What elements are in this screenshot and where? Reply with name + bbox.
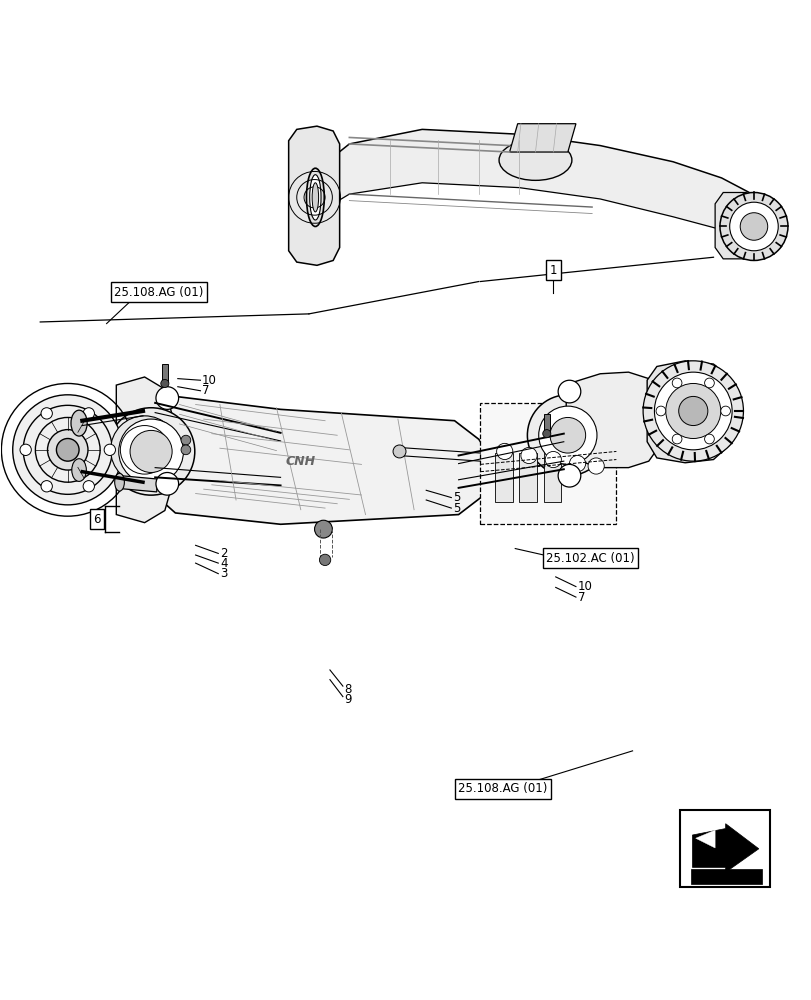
Polygon shape [565,372,658,468]
Circle shape [719,192,787,260]
Circle shape [41,481,52,492]
Circle shape [314,520,332,538]
Circle shape [740,213,766,240]
Circle shape [544,451,560,468]
Circle shape [655,406,665,416]
Ellipse shape [309,175,320,220]
Circle shape [13,395,122,505]
Ellipse shape [71,459,86,481]
Circle shape [104,444,115,455]
Text: 7: 7 [202,384,209,397]
Circle shape [557,464,580,487]
Bar [679,810,769,887]
Circle shape [704,378,714,388]
Ellipse shape [499,140,571,180]
Circle shape [557,380,580,403]
Circle shape [526,395,607,476]
Bar [543,453,560,502]
Circle shape [569,455,585,472]
Circle shape [538,406,596,464]
Circle shape [496,443,513,460]
Polygon shape [308,129,761,253]
Bar [519,453,536,502]
Circle shape [665,383,720,438]
Circle shape [161,379,169,388]
Circle shape [110,416,178,484]
Circle shape [156,387,178,409]
Ellipse shape [114,473,124,491]
Bar [495,453,513,502]
Polygon shape [288,126,339,265]
Bar [480,403,616,524]
Polygon shape [714,192,767,259]
Circle shape [181,445,191,455]
Circle shape [181,435,191,445]
Circle shape [83,408,94,419]
Text: 8: 8 [344,683,351,696]
Text: 10: 10 [202,374,217,387]
Text: 5: 5 [453,502,460,515]
Text: 2: 2 [220,547,227,560]
Polygon shape [646,361,733,463]
Polygon shape [692,824,758,872]
Text: 10: 10 [577,580,592,593]
Circle shape [672,378,681,388]
Ellipse shape [306,168,324,226]
Circle shape [521,447,536,464]
Circle shape [20,444,32,455]
Circle shape [720,406,730,416]
Circle shape [118,419,183,484]
Circle shape [549,417,585,453]
Circle shape [729,202,777,251]
Polygon shape [509,124,575,152]
Text: 3: 3 [220,567,227,580]
Circle shape [319,554,330,566]
Ellipse shape [311,183,318,212]
Text: 5: 5 [453,491,460,504]
Circle shape [83,481,94,492]
Text: CNH: CNH [285,455,315,468]
Circle shape [642,361,743,461]
Circle shape [120,426,169,474]
Bar [543,414,549,432]
Circle shape [542,430,550,438]
Polygon shape [151,396,491,524]
Circle shape [704,434,714,444]
Polygon shape [695,830,714,848]
Circle shape [56,438,79,461]
Text: 4: 4 [220,557,227,570]
Text: 1: 1 [549,264,556,277]
Circle shape [678,396,707,426]
Circle shape [654,372,732,450]
Text: 9: 9 [344,693,351,706]
Bar [161,364,168,382]
Text: 25.108.AG (01): 25.108.AG (01) [458,782,547,795]
Polygon shape [121,476,157,492]
Ellipse shape [71,410,87,436]
Text: 6: 6 [93,513,101,526]
Circle shape [672,434,681,444]
Circle shape [393,445,406,458]
Circle shape [41,408,52,419]
Circle shape [156,472,178,495]
Text: 7: 7 [577,591,585,604]
Polygon shape [116,377,173,523]
Text: 25.108.AG (01): 25.108.AG (01) [114,286,204,299]
Circle shape [107,408,195,495]
Bar [690,869,761,884]
Text: 25.102.AC (01): 25.102.AC (01) [546,552,634,565]
Circle shape [587,458,603,474]
Circle shape [130,430,172,472]
Circle shape [48,430,88,470]
